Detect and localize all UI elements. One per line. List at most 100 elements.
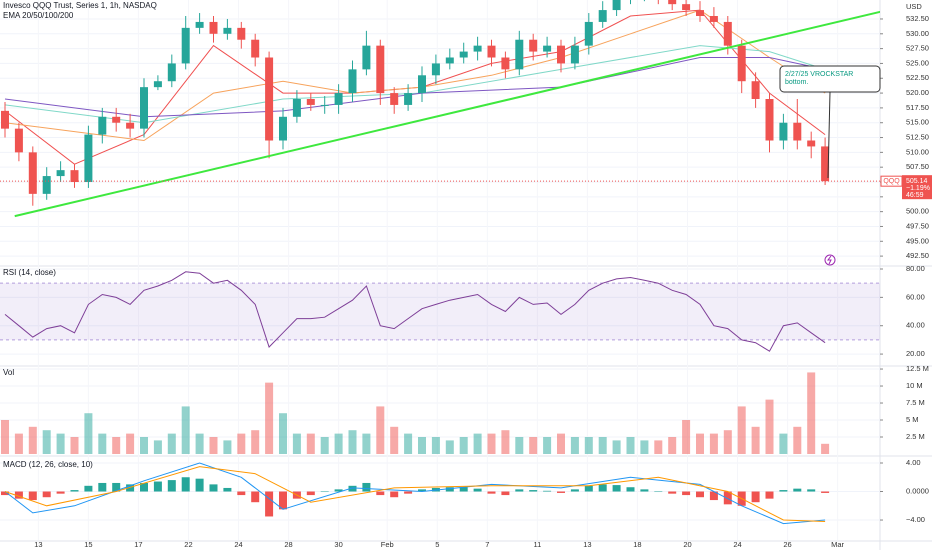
- volume-bar: [557, 433, 565, 454]
- histogram-bar: [140, 482, 148, 492]
- volume-bar: [612, 440, 621, 454]
- callout-text: bottom.: [785, 79, 808, 86]
- annotation: 2/27/25 VROCKSTAR bottom.: [779, 65, 881, 179]
- y-tick-label: 497.50: [906, 221, 929, 230]
- histogram-bar: [112, 482, 121, 492]
- volume-bar: [696, 433, 704, 454]
- candle-body: [306, 99, 315, 105]
- histogram-bar: [348, 485, 357, 492]
- histogram-bar: [557, 491, 565, 493]
- volume-bar: [376, 406, 385, 454]
- candle-body: [543, 45, 552, 52]
- histogram-bar: [418, 489, 426, 492]
- candle-body: [612, 0, 621, 11]
- histogram-bar: [195, 478, 204, 492]
- histogram-bar: [14, 491, 23, 499]
- volume-bar: [209, 437, 218, 454]
- x-tick-label: Mar: [831, 540, 844, 549]
- volume-bar: [390, 426, 399, 454]
- volume-bar: [501, 430, 510, 454]
- ema-line: [4, 57, 826, 118]
- volume-bar: [265, 382, 274, 454]
- histogram-bar: [42, 491, 51, 498]
- x-tick-label: 7: [485, 540, 489, 549]
- volume-bar: [181, 406, 190, 454]
- histogram-bar: [84, 485, 93, 492]
- volume-bar: [14, 433, 23, 454]
- price-box: [902, 175, 932, 200]
- volume-bar: [112, 437, 121, 454]
- y-tick-label: 0.0000: [906, 486, 929, 495]
- candle-body: [126, 122, 135, 129]
- volume-bar: [598, 437, 607, 454]
- histogram-bar: [28, 491, 37, 501]
- volume-bar: [459, 437, 468, 454]
- y-tick-label: 527.50: [906, 44, 929, 53]
- y-tick-label: 507.50: [906, 162, 929, 171]
- volume-bar: [445, 440, 454, 454]
- y-tick-label: 500.00: [906, 207, 929, 216]
- candle-body: [70, 170, 79, 183]
- candle-body: [557, 45, 565, 64]
- histogram-bar: [98, 482, 107, 492]
- histogram-bar: [682, 491, 691, 496]
- y-tick-label: 4.00: [906, 458, 921, 467]
- candle-body: [14, 128, 23, 153]
- candle-body: [779, 122, 788, 141]
- candle-body: [56, 170, 65, 177]
- volume-bar: [473, 433, 482, 454]
- y-tick-label: −4.00: [906, 515, 925, 524]
- candle-body: [529, 39, 538, 52]
- histogram-bar: [334, 489, 343, 492]
- volume-bar: [723, 430, 732, 454]
- histogram-bar: [153, 481, 162, 492]
- candle-body: [320, 104, 329, 106]
- candle-body: [376, 45, 385, 94]
- volume-bar: [70, 437, 79, 454]
- y-tick-label: 20.00: [906, 349, 925, 358]
- x-tick-label: 30: [334, 540, 342, 549]
- pane-title: RSI (14, close): [3, 268, 56, 277]
- histogram-bar: [181, 477, 190, 492]
- candle-body: [140, 87, 148, 129]
- candle-body: [431, 63, 440, 76]
- x-tick-label: 18: [633, 540, 641, 549]
- candle-body: [181, 27, 190, 64]
- histogram-bar: [404, 491, 413, 494]
- candle-body: [153, 81, 162, 88]
- y-tick-label: 520.00: [906, 88, 929, 97]
- candle-body: [251, 39, 260, 58]
- candle-body: [279, 116, 287, 141]
- candle-body: [751, 81, 760, 100]
- candle-body: [737, 45, 746, 82]
- histogram-bar: [70, 490, 79, 492]
- icon-bolt[interactable]: [827, 255, 832, 265]
- histogram-bar: [821, 491, 830, 493]
- y-tick-label: 5 M: [906, 415, 919, 424]
- candle-body: [793, 122, 802, 141]
- histogram-bar: [640, 489, 649, 492]
- volume-bar: [682, 420, 691, 454]
- volume-bar: [529, 437, 538, 454]
- histogram-bar: [696, 491, 704, 498]
- currency: USD: [906, 2, 922, 11]
- candle-body: [98, 116, 107, 135]
- volume-bar: [779, 433, 788, 454]
- volume-bar: [334, 433, 343, 454]
- candle-body: [501, 57, 510, 70]
- histogram-bar: [237, 491, 246, 496]
- candle-body: [584, 21, 593, 46]
- histogram-bar: [209, 484, 218, 492]
- histogram-bar: [279, 491, 287, 510]
- volume-bar: [251, 430, 260, 454]
- x-tick-label: 15: [84, 540, 92, 549]
- histogram-bar: [584, 485, 593, 492]
- volume-bar: [793, 426, 802, 454]
- ema-line: [4, 45, 826, 124]
- callout-box: [779, 65, 881, 93]
- volume-bar: [42, 430, 51, 454]
- x-tick-label: 22: [184, 540, 192, 549]
- volume-bar: [126, 433, 135, 454]
- histogram-bar: [501, 491, 510, 496]
- alert-icon[interactable]: [824, 254, 836, 266]
